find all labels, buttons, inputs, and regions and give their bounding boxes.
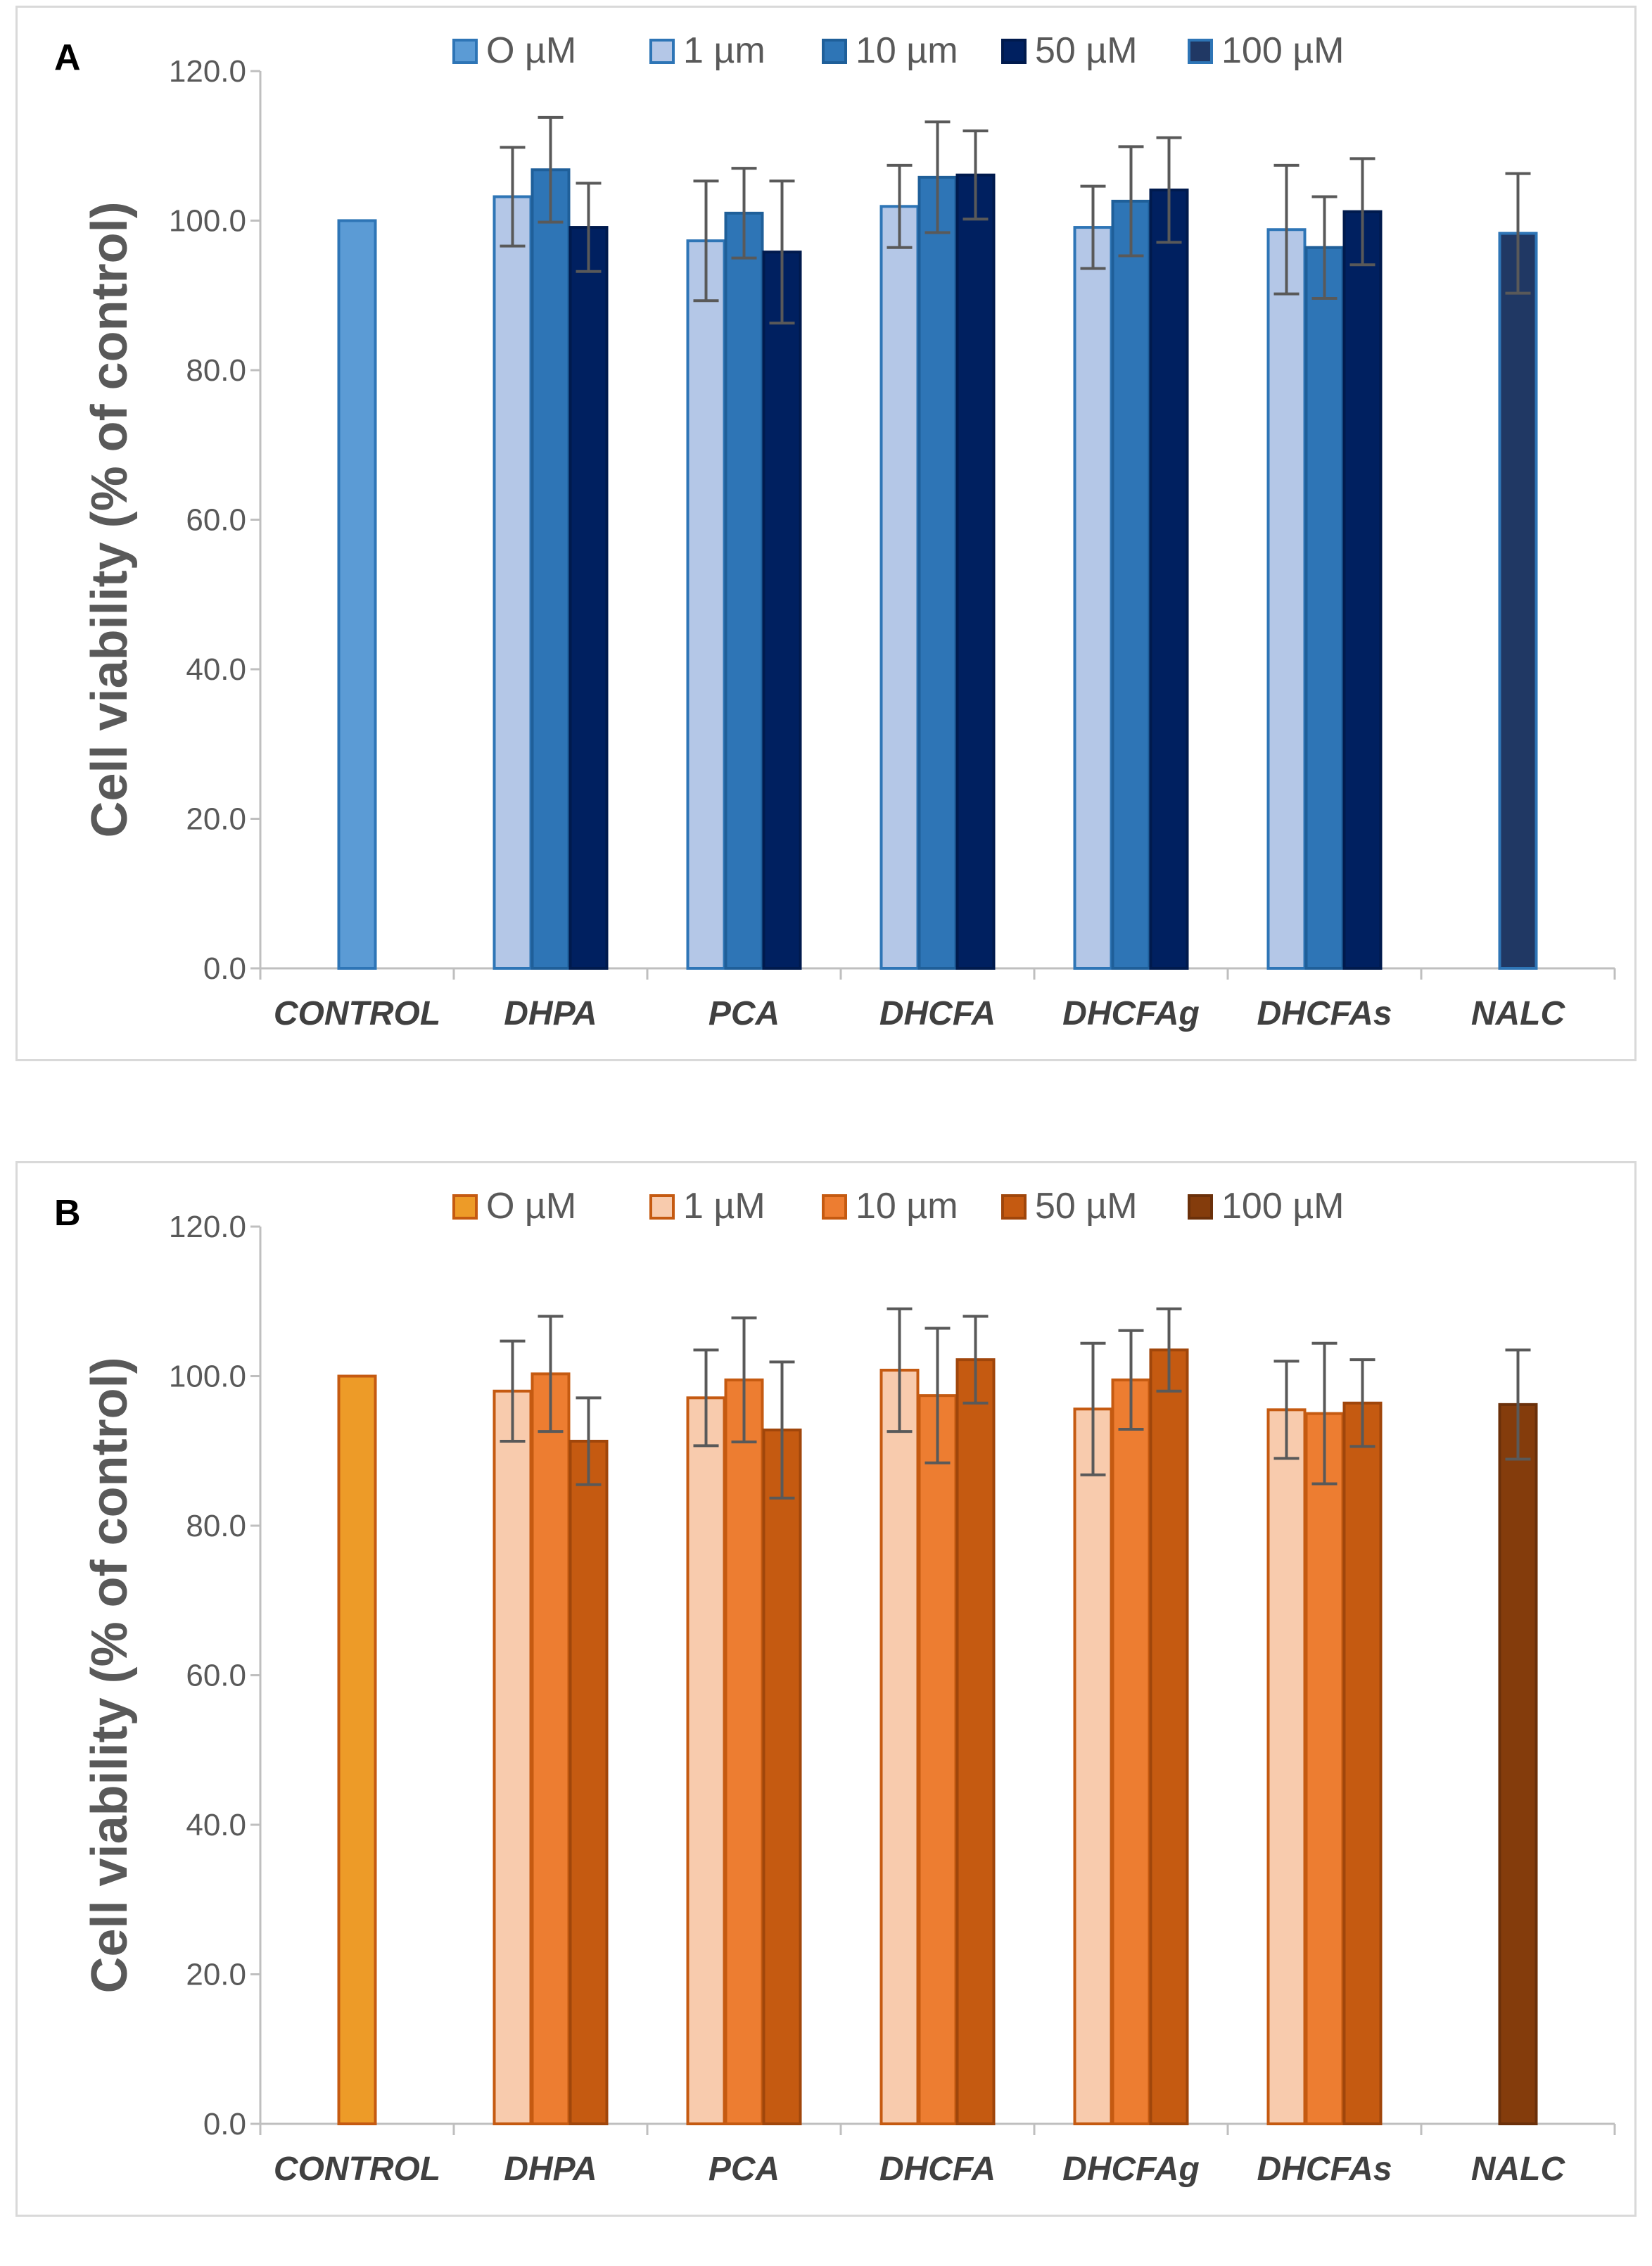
legend-label: 1 µm xyxy=(683,30,765,71)
bar xyxy=(1498,1403,1538,2125)
bar xyxy=(1266,1408,1307,2125)
bar xyxy=(686,1396,726,2125)
legend-swatch xyxy=(1188,1194,1213,1220)
category-label: DHCFAs xyxy=(1257,995,1392,1032)
y-tick-label: 80.0 xyxy=(186,353,246,388)
bar xyxy=(568,1439,609,2125)
category-label: NALC xyxy=(1471,995,1566,1032)
y-axis-title: Cell viability (% of control) xyxy=(82,1357,138,1993)
bar xyxy=(1498,232,1538,970)
panel-label: A xyxy=(54,37,81,78)
bar xyxy=(568,226,609,970)
bar xyxy=(1149,188,1189,970)
category-label: DHPA xyxy=(504,2151,597,2188)
y-tick-label: 20.0 xyxy=(186,1958,246,1992)
bar xyxy=(762,251,802,970)
bar xyxy=(686,239,726,970)
y-tick-label: 0.0 xyxy=(203,2107,246,2141)
bar xyxy=(917,175,958,970)
chart-panel-a: A Cell viability (% of control) 0.0 20.0 40.… xyxy=(15,6,1637,1061)
bar xyxy=(1111,1378,1151,2125)
category-label: DHCFAs xyxy=(1257,2151,1392,2188)
legend-swatch xyxy=(1001,39,1027,64)
y-tick-label: 120.0 xyxy=(169,54,246,89)
category-label: DHCFA xyxy=(879,995,996,1032)
bar xyxy=(337,1374,377,2125)
bar xyxy=(1304,1412,1345,2125)
chart-b-svg: B Cell viability (% of control) 0.0 20.0 40.… xyxy=(54,1186,1616,2188)
category-label: DHPA xyxy=(504,995,597,1032)
chart-a-svg: A Cell viability (% of control) 0.0 20.0 40.… xyxy=(54,30,1616,1032)
bar xyxy=(1149,1348,1189,2125)
bar xyxy=(879,1369,920,2125)
legend-swatch xyxy=(649,39,675,64)
bar xyxy=(530,168,571,970)
bar xyxy=(530,1372,571,2125)
y-tick-label: 120.0 xyxy=(169,1210,246,1244)
y-tick-label: 40.0 xyxy=(186,652,246,687)
category-label: CONTROL xyxy=(274,995,440,1032)
legend-swatch xyxy=(649,1194,675,1220)
bar xyxy=(1111,199,1151,970)
bar xyxy=(1342,1401,1383,2125)
legend-label: 50 µM xyxy=(1035,1186,1138,1227)
category-label: DHCFAg xyxy=(1062,995,1200,1032)
chart-panel-b: B Cell viability (% of control) 0.0 20.0 40.… xyxy=(15,1161,1637,2217)
y-tick-label: 60.0 xyxy=(186,1659,246,1693)
legend-swatch xyxy=(1188,39,1213,64)
y-tick-label: 60.0 xyxy=(186,503,246,538)
legend-swatch xyxy=(822,39,847,64)
legend-swatch xyxy=(822,1194,847,1220)
legend-label: O µM xyxy=(486,1186,576,1227)
bar xyxy=(337,219,377,970)
bar xyxy=(955,173,996,970)
panel-label: B xyxy=(54,1193,81,1234)
legend-swatch xyxy=(452,1194,478,1220)
category-label: PCA xyxy=(709,2151,780,2188)
bar xyxy=(493,195,533,970)
y-axis-title: Cell viability (% of control) xyxy=(82,201,138,837)
bar xyxy=(1266,228,1307,970)
legend-label: 50 µM xyxy=(1035,30,1138,71)
bar xyxy=(1073,1407,1113,2125)
category-label: DHCFAg xyxy=(1062,2151,1200,2188)
category-label: PCA xyxy=(709,995,780,1032)
legend-label: 100 µM xyxy=(1221,30,1344,71)
category-label: NALC xyxy=(1471,2151,1566,2188)
legend-label: O µM xyxy=(486,30,576,71)
category-label: DHCFA xyxy=(879,2151,996,2188)
category-label: CONTROL xyxy=(274,2151,440,2188)
bar xyxy=(724,211,764,970)
bar xyxy=(1304,246,1345,970)
legend-label: 100 µM xyxy=(1221,1186,1344,1227)
y-tick-label: 100.0 xyxy=(169,204,246,239)
y-tick-label: 0.0 xyxy=(203,951,246,986)
bar xyxy=(879,205,920,970)
y-tick-label: 80.0 xyxy=(186,1509,246,1543)
y-tick-label: 20.0 xyxy=(186,802,246,837)
y-tick-label: 100.0 xyxy=(169,1360,246,1394)
bar xyxy=(955,1358,996,2125)
bar xyxy=(917,1394,958,2125)
bar xyxy=(1342,210,1383,970)
legend-label: 1 µM xyxy=(683,1186,765,1227)
bar xyxy=(1073,226,1113,970)
y-tick-label: 40.0 xyxy=(186,1808,246,1842)
legend-label: 10 µm xyxy=(856,30,958,71)
bar xyxy=(724,1378,764,2125)
legend-swatch xyxy=(1001,1194,1027,1220)
bar xyxy=(493,1389,533,2125)
legend-swatch xyxy=(452,39,478,64)
legend-label: 10 µm xyxy=(856,1186,958,1227)
bar xyxy=(762,1429,802,2125)
